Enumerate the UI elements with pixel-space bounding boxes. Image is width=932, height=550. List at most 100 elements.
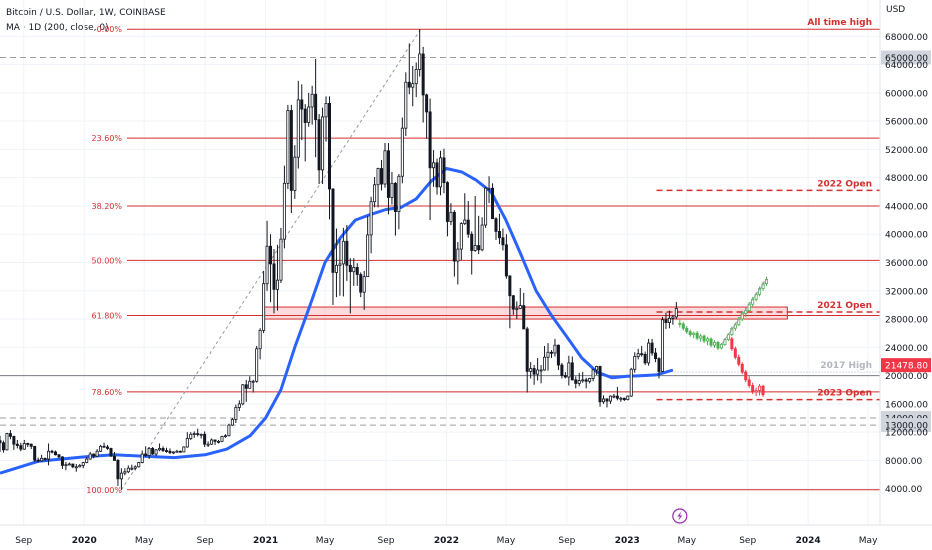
time-tick-label: Sep xyxy=(378,536,395,546)
candle-body xyxy=(456,248,460,262)
candle-body xyxy=(588,378,592,382)
price-tick-label: 24000.00 xyxy=(885,344,928,354)
time-tick-label: Sep xyxy=(15,536,32,546)
candle-body xyxy=(539,369,543,372)
candle-body xyxy=(29,443,33,447)
price-tick-label: 36000.00 xyxy=(885,259,928,269)
candle-body xyxy=(414,69,418,85)
time-axis[interactable]: Sep 2020 May Sep 2021 May Sep 2022 May Sep 2023 May… xyxy=(0,524,932,546)
candle-body xyxy=(15,443,19,446)
candle-body xyxy=(230,419,234,426)
candle-body xyxy=(95,450,99,457)
candle-body xyxy=(43,457,47,460)
candle-body xyxy=(99,445,103,452)
time-tick-label: 2024 xyxy=(796,536,821,546)
price-tick-label: 52000.00 xyxy=(885,146,928,156)
candle-body xyxy=(400,127,404,177)
bull-projection-body xyxy=(692,332,696,336)
candle-body xyxy=(598,366,602,403)
candle-body xyxy=(168,450,172,454)
candle-body xyxy=(435,162,439,188)
candle-body xyxy=(53,451,57,456)
candle-body xyxy=(67,463,71,466)
candle-body xyxy=(626,395,630,401)
candle-body xyxy=(480,224,484,251)
candle-body xyxy=(50,450,54,453)
candle-body xyxy=(144,453,148,456)
price-axis[interactable]: 65000.0014000.0013000.00USD4000.008000.0… xyxy=(879,0,932,550)
candle-body xyxy=(608,395,612,402)
candle-body xyxy=(0,440,2,444)
candle-body xyxy=(57,454,61,458)
candle-body xyxy=(491,187,495,220)
candle-body xyxy=(164,450,168,452)
candle-body xyxy=(425,94,429,113)
candle-body xyxy=(286,110,290,184)
candle-body xyxy=(85,458,89,463)
candle-body xyxy=(445,182,449,222)
bull-projection-body xyxy=(702,335,706,342)
candle-body xyxy=(324,103,328,118)
candle-body xyxy=(477,245,481,251)
candle-body xyxy=(289,110,293,191)
candle-body xyxy=(518,305,522,309)
price-tick-label: 20000.00 xyxy=(885,372,928,382)
candle-body xyxy=(671,316,675,319)
current-price-tag-label: 21478.80 xyxy=(885,362,928,372)
candle-body xyxy=(570,362,574,381)
time-tick-label: 2022 xyxy=(434,536,459,546)
price-tag-bg xyxy=(881,50,931,65)
candle-body xyxy=(515,308,519,310)
bear-projection-body xyxy=(754,390,758,393)
candle-body xyxy=(321,116,325,171)
bear-projection-body xyxy=(761,385,765,396)
candle-body xyxy=(549,351,553,354)
candle-body xyxy=(262,283,266,331)
candle-body xyxy=(217,440,221,443)
annotation-label: All time high xyxy=(807,18,872,28)
candle-body xyxy=(581,379,585,382)
candle-body xyxy=(511,295,515,310)
candle-body xyxy=(300,99,304,110)
bull-projection-body xyxy=(706,338,710,342)
candle-body xyxy=(60,456,64,466)
candle-body xyxy=(376,168,380,186)
price-tick-label: 8000.00 xyxy=(885,457,922,467)
candle-body xyxy=(123,471,127,474)
time-tick-label: May xyxy=(497,536,516,546)
price-tick-label: 64000.00 xyxy=(885,61,928,71)
candle-body xyxy=(602,398,606,403)
candle-body xyxy=(199,433,203,436)
projections xyxy=(678,276,769,397)
candle-body xyxy=(362,276,366,293)
price-tick-label: 44000.00 xyxy=(885,202,928,212)
candle-body xyxy=(192,433,196,435)
candle-body xyxy=(182,446,186,453)
candle-body xyxy=(352,267,356,273)
candle-body xyxy=(74,466,78,469)
candle-body xyxy=(411,83,415,88)
symbol-title[interactable]: Bitcoin / U.S. Dollar, 1W, COINBASE xyxy=(6,8,166,18)
bull-projection-path xyxy=(721,279,767,345)
price-tick-label: 12000.00 xyxy=(885,429,928,439)
fib-label: 50.00% xyxy=(91,256,122,265)
candle-body xyxy=(546,351,550,358)
candle-body xyxy=(106,446,110,449)
support-zone-rect xyxy=(263,306,788,320)
bull-projection-body xyxy=(695,332,699,339)
candle-body xyxy=(334,264,338,273)
indicator-title[interactable]: MA · 1D (200, close, 0) xyxy=(6,23,109,33)
candle-body xyxy=(654,352,658,360)
candle-body xyxy=(185,438,189,448)
candle-body xyxy=(1,442,5,451)
candle-body xyxy=(647,342,651,364)
candle-body xyxy=(203,433,207,445)
candle-body xyxy=(636,353,640,357)
candle-body xyxy=(71,463,75,468)
candle-body xyxy=(161,448,165,451)
candle-body xyxy=(126,467,130,473)
candle-body xyxy=(459,223,463,250)
candle-body xyxy=(92,453,96,457)
candle-body xyxy=(504,244,508,277)
